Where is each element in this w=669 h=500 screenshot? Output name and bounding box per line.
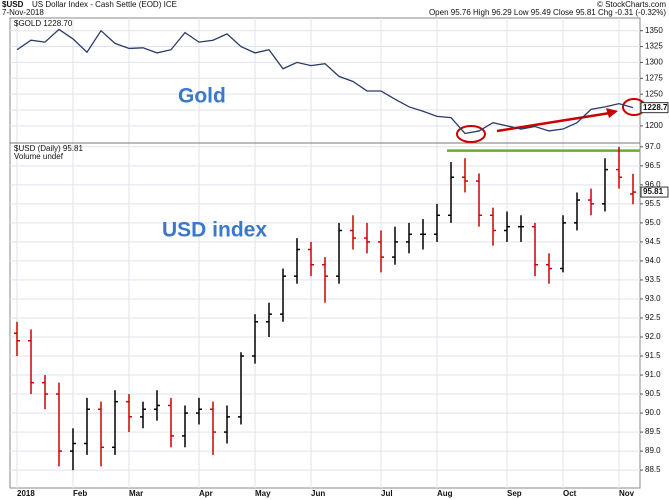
y-tick-label: 89.0 — [645, 446, 661, 455]
symbol: $USD — [2, 0, 24, 9]
y-tick-label: 92.0 — [645, 332, 661, 341]
y-tick-label: 97.0 — [645, 142, 661, 151]
quote: Open 95.76 High 96.29 Low 95.49 Close 95… — [429, 8, 666, 17]
price-tag: 95.81 — [643, 187, 664, 196]
y-tick-label: 90.0 — [645, 408, 661, 417]
y-tick-label: 93.0 — [645, 294, 661, 303]
y-tick-label: 88.5 — [645, 465, 661, 474]
usd-legend: $USD (Daily) 95.81 — [14, 144, 83, 153]
gold-legend: $GOLD 1228.70 — [14, 19, 73, 28]
y-tick-label: 1275 — [645, 73, 663, 82]
y-tick-label: 96.0 — [645, 180, 661, 189]
price-tag-box — [640, 186, 669, 198]
y-tick-label: 1200 — [645, 121, 663, 130]
x-tick-label: Feb — [73, 489, 87, 498]
y-tick-label: 94.5 — [645, 237, 661, 246]
x-tick-label: Aug — [437, 489, 453, 498]
y-tick-label: 94.0 — [645, 256, 661, 265]
x-tick-label: Nov — [619, 489, 635, 498]
plot-frame — [9, 17, 641, 489]
y-tick-label: 1300 — [645, 58, 663, 67]
x-tick-label: Apr — [199, 489, 213, 498]
arrow-head — [606, 108, 618, 118]
y-tick-label: 95.5 — [645, 199, 661, 208]
x-tick-label: May — [255, 489, 271, 498]
y-tick-label: 93.5 — [645, 275, 661, 284]
x-tick-label: Jul — [381, 489, 393, 498]
gold-annotation: Gold — [178, 85, 226, 108]
y-tick-label: 89.5 — [645, 427, 661, 436]
y-tick-label: 92.5 — [645, 313, 661, 322]
x-tick-label: Sep — [507, 489, 522, 498]
gold-line — [16, 28, 634, 135]
x-tick-label: Jun — [311, 489, 325, 498]
x-tick-label: 2018 — [17, 489, 35, 498]
usd-annotation: USD index — [162, 219, 267, 242]
y-tick-label: 90.5 — [645, 389, 661, 398]
y-tick-label: 91.5 — [645, 351, 661, 360]
instrument-name: US Dollar Index - Cash Settle (EOD) ICE — [32, 0, 177, 9]
x-tick-label: Mar — [129, 489, 143, 498]
y-tick-label: 1325 — [645, 42, 663, 51]
price-tag: 1228.7 — [643, 103, 668, 112]
price-tag-box — [640, 102, 669, 114]
y-tick-label: 96.5 — [645, 161, 661, 170]
y-tick-label: 1250 — [645, 89, 663, 98]
low-circle — [456, 125, 486, 143]
y-tick-label: 91.0 — [645, 370, 661, 379]
y-tick-label: 1350 — [645, 26, 663, 35]
copyright: © StockCharts.com — [597, 0, 666, 9]
x-tick-label: Oct — [563, 489, 577, 498]
usd-legend-sub: Volume undef — [14, 152, 64, 161]
date: 7-Nov-2018 — [2, 8, 44, 17]
y-tick-label: 95.0 — [645, 218, 661, 227]
